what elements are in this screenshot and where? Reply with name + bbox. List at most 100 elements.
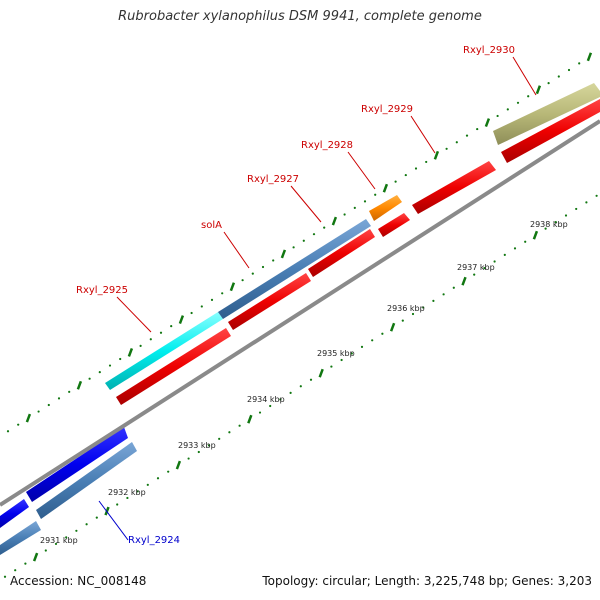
gene-bar-rxyl-2924-cds-b[interactable] — [36, 442, 137, 519]
outer-tick-minor — [353, 206, 356, 210]
gene-bar-rxyl-2924-cds[interactable] — [0, 521, 41, 555]
outer-tick-minor — [374, 193, 377, 196]
inner-tick-minor — [554, 220, 557, 224]
outer-tick-major — [331, 216, 338, 226]
inner-tick-minor — [360, 345, 364, 348]
inner-tick-minor — [44, 549, 47, 552]
inner-tick-minor — [269, 404, 272, 408]
outer-tick-minor — [506, 108, 509, 111]
outer-tick-minor — [149, 338, 152, 341]
outer-tick-minor — [414, 167, 418, 170]
leader-line-rxyl-2929 — [410, 115, 436, 154]
kbp-label: 2932 kbp — [108, 488, 146, 497]
gene-arrow-rxyl-2930[interactable] — [501, 99, 600, 163]
outer-tick-minor — [578, 62, 581, 65]
outer-tick-minor — [98, 371, 101, 374]
outer-tick-minor — [465, 134, 469, 137]
gene-arrow-sola[interactable] — [228, 273, 311, 330]
gene-bar-rxyl-2925-cds[interactable] — [105, 312, 223, 390]
outer-tick-minor — [108, 364, 112, 367]
outer-tick-minor — [221, 292, 224, 295]
outer-tick-minor — [119, 357, 122, 361]
inner-tick-minor — [432, 299, 435, 302]
inner-tick-minor — [309, 378, 313, 381]
inner-tick-minor — [85, 523, 88, 526]
gene-label-rxyl-2930[interactable]: Rxyl_2930 — [463, 45, 515, 56]
gene-label-rxyl-2928[interactable]: Rxyl_2928 — [301, 140, 353, 151]
inner-tick-minor — [228, 431, 231, 434]
outer-tick-minor — [68, 390, 71, 393]
inner-tick-minor — [544, 227, 547, 230]
outer-tick-minor — [323, 226, 326, 229]
gene-arrow-rxyl-2925[interactable] — [116, 328, 231, 405]
inner-tick-minor — [442, 293, 445, 296]
kbp-label: 2935 kbp — [317, 349, 355, 358]
inner-tick-minor — [218, 437, 221, 440]
outer-tick-minor — [159, 331, 163, 334]
inner-tick-minor — [401, 319, 404, 322]
gene-bar-sola-cds[interactable] — [218, 219, 371, 319]
outer-tick-minor — [88, 377, 91, 380]
outer-tick-minor — [241, 279, 244, 282]
gene-labels: Rxyl_2924 Rxyl_2925 solA Rxyl_2927 Rxyl_2928… — [76, 45, 537, 546]
outer-tick-minor — [261, 265, 265, 269]
gene-arrow-rxyl-2927[interactable] — [308, 229, 375, 277]
gene-arrow-rxyl-2928[interactable] — [378, 213, 410, 237]
gene-arrow-rxyl-2929[interactable] — [412, 161, 496, 214]
inner-tick-minor — [156, 477, 160, 480]
inner-tick-major — [389, 322, 396, 332]
outer-tick-minor — [343, 213, 346, 216]
inner-tick-minor — [452, 286, 455, 289]
inner-tick-minor — [493, 260, 496, 263]
outer-feature-lane — [0, 83, 600, 555]
inner-tick-minor — [146, 483, 149, 486]
leader-line-rxyl-2924 — [98, 500, 129, 541]
gene-bar-rxyl-2928-cds[interactable] — [369, 195, 402, 221]
inner-tick-minor — [24, 562, 27, 565]
outer-tick-minor — [455, 141, 458, 144]
outer-tick-minor — [363, 200, 367, 203]
leader-line-rxyl-2927 — [290, 185, 322, 223]
kbp-label: 2931 kbp — [40, 536, 78, 545]
inner-tick-minor — [340, 358, 343, 362]
leader-line-sola — [223, 231, 250, 269]
leader-line-rxyl-2928 — [347, 151, 376, 190]
gene-label-sola[interactable]: solA — [201, 220, 222, 231]
inner-tick-minor — [14, 569, 17, 572]
outer-tick-minor — [57, 397, 61, 400]
outer-tick-major — [127, 347, 134, 357]
gene-arrow-rxyl-2924[interactable] — [0, 499, 29, 528]
inner-tick-minor — [187, 457, 190, 460]
inner-tick-minor — [371, 339, 374, 342]
inner-tick-major — [318, 368, 324, 378]
inner-tick-minor — [126, 496, 129, 500]
inner-tick-major — [532, 230, 539, 240]
gene-bar-rxyl-2930-cds[interactable] — [493, 83, 600, 145]
outer-tick-row — [6, 52, 593, 433]
outer-tick-minor — [425, 160, 428, 164]
outer-tick-minor — [190, 311, 193, 315]
inner-tick-minor — [116, 503, 119, 506]
inner-tick-minor — [136, 490, 139, 493]
outer-tick-minor — [272, 259, 275, 262]
inner-tick-minor — [564, 214, 568, 217]
gene-label-rxyl-2929[interactable]: Rxyl_2929 — [361, 104, 413, 115]
inner-tick-minor — [75, 529, 78, 532]
inner-tick-minor — [411, 312, 415, 316]
gene-label-rxyl-2925[interactable]: Rxyl_2925 — [76, 285, 128, 296]
genome-summary-label: Topology: circular; Length: 3,225,748 bp… — [262, 574, 592, 588]
inner-tick-minor — [258, 411, 262, 414]
outer-tick-minor — [17, 423, 20, 426]
outer-tick-minor — [527, 95, 530, 98]
inner-tick-minor — [422, 306, 425, 309]
outer-tick-minor — [251, 272, 254, 275]
inner-tick-minor — [330, 365, 333, 368]
outer-tick-major — [280, 249, 287, 259]
inner-tick-minor — [503, 253, 506, 257]
gene-label-rxyl-2927[interactable]: Rxyl_2927 — [247, 174, 299, 185]
inner-tick-minor — [54, 542, 58, 546]
outer-tick-minor — [312, 233, 316, 236]
gene-arrow-rxyl-2924-b[interactable] — [26, 427, 128, 502]
gene-label-rxyl-2924[interactable]: Rxyl_2924 — [128, 535, 180, 546]
